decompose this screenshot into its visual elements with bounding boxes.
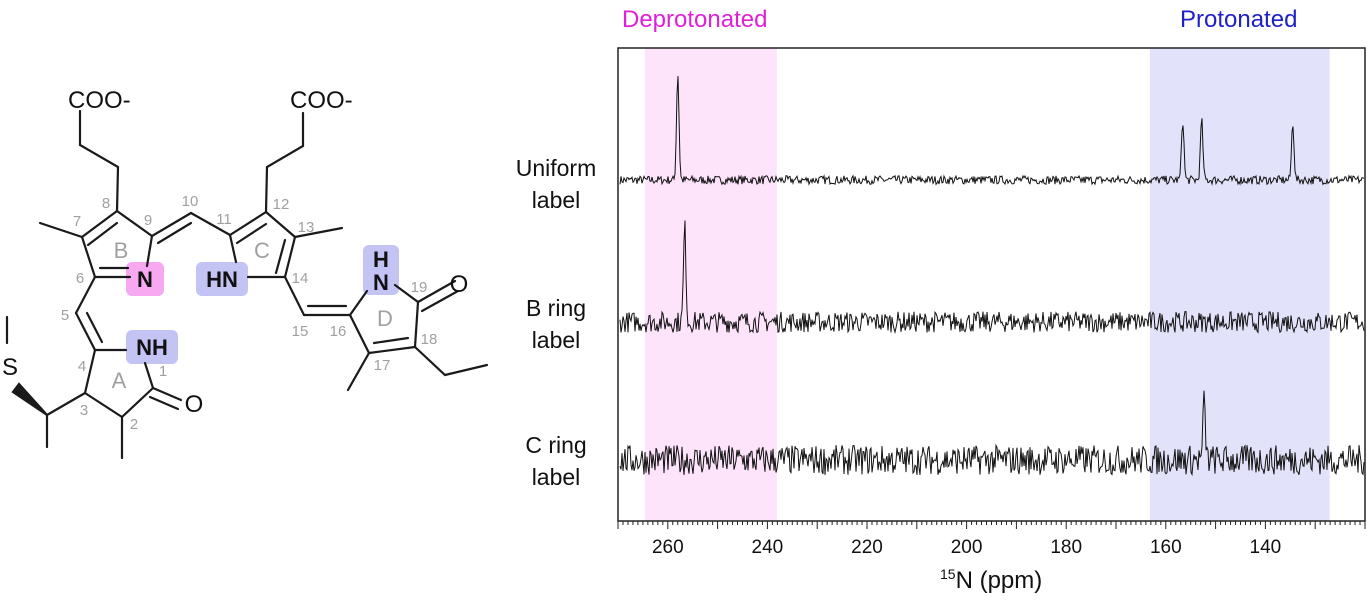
ring-c-n-highlight [196, 262, 248, 296]
series-label-line: Uniform [515, 155, 597, 181]
x-tick-label: 240 [752, 537, 784, 558]
pos-9: 9 [144, 212, 152, 229]
bilin-structure [5, 109, 489, 460]
deprotonated-title: Deprotonated [622, 6, 768, 33]
nmr-spectra-chart: 260 240 220 200 180 160 140 [617, 47, 1366, 558]
protonated-title: Protonated [1180, 6, 1298, 33]
x-axis-label-isotope: 15 [940, 566, 956, 582]
series-label-line: B ring [525, 295, 587, 321]
pos-11: 11 [216, 211, 232, 228]
ring-a-n-highlight [126, 330, 178, 364]
x-axis-label-text: N (ppm) [955, 567, 1043, 594]
ring-c-nitrogen: HN [206, 267, 238, 292]
x-tick-label: 220 [851, 537, 883, 558]
region-band-1 [1149, 48, 1330, 521]
spectrum-0 [619, 76, 1365, 186]
pos-2: 2 [130, 416, 138, 433]
x-tick-label: 200 [951, 537, 983, 558]
pos-17: 17 [374, 357, 391, 374]
ring-label-c: C [254, 238, 270, 263]
x-tick-label: 140 [1250, 537, 1282, 558]
pos-18: 18 [421, 331, 438, 348]
pos-15: 15 [292, 323, 309, 340]
position-numbers: 1 2 3 4 5 6 7 8 9 10 11 12 13 14 15 16 1… [61, 193, 438, 433]
series-label-line: label [531, 464, 581, 490]
oxygen-19: O [450, 271, 469, 298]
region-band-0 [644, 48, 777, 521]
x-tick-label: 160 [1150, 537, 1182, 558]
x-tick-label: 260 [652, 537, 684, 558]
series-label-line: label [531, 327, 581, 353]
pos-16: 16 [330, 323, 347, 340]
sulfur: S [2, 354, 18, 381]
pos-6: 6 [76, 270, 84, 287]
ring-d-n-highlight [363, 245, 399, 295]
ring-b-n-highlight [126, 262, 164, 296]
pos-13: 13 [298, 219, 315, 236]
pos-5: 5 [61, 307, 69, 324]
x-axis-label: 15N (ppm) [940, 566, 1042, 595]
pos-7: 7 [73, 213, 81, 230]
series-label-uniform: Uniform label [496, 152, 616, 216]
ring-labels: A B C D [112, 238, 393, 393]
spectrum-2 [619, 390, 1365, 477]
stereo-wedge [11, 382, 48, 416]
pos-1: 1 [159, 363, 167, 380]
x-tick-label: 180 [1050, 537, 1082, 558]
carboxylate-left: COO- [68, 87, 131, 114]
pos-14: 14 [292, 270, 309, 287]
oxygen-1: O [185, 391, 204, 418]
ring-d-nitrogen: N [373, 270, 389, 295]
pos-4: 4 [78, 358, 86, 375]
carboxylate-right: COO- [290, 87, 353, 114]
ring-d-hydrogen: H [373, 247, 389, 272]
series-label-c-ring: C ring label [496, 429, 616, 493]
ring-b-nitrogen: N [137, 267, 153, 292]
ring-label-d: D [377, 306, 393, 331]
pos-19: 19 [411, 279, 428, 296]
series-label-line: C ring [525, 432, 587, 458]
series-label-b-ring: B ring label [496, 292, 616, 356]
pos-3: 3 [80, 402, 88, 419]
series-label-line: label [531, 187, 581, 213]
spectrum-1 [619, 220, 1365, 335]
pos-10: 10 [182, 193, 199, 210]
pos-12: 12 [273, 196, 290, 213]
ring-a-nitrogen: NH [136, 335, 168, 360]
pos-8: 8 [102, 195, 110, 212]
ring-label-b: B [114, 238, 129, 263]
ring-label-a: A [112, 368, 127, 393]
